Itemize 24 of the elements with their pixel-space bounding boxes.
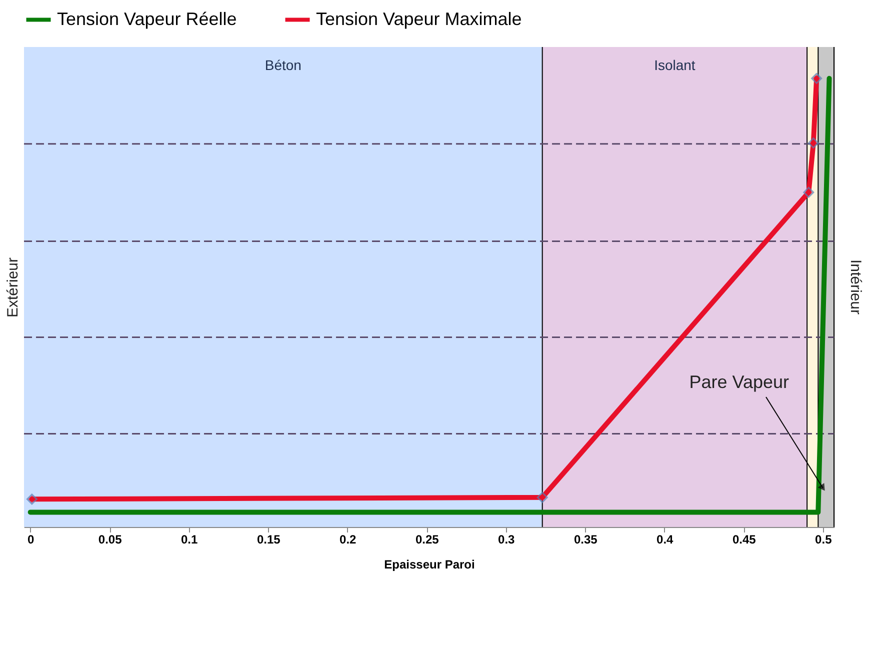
x-tick-label: 0.45 (732, 532, 756, 546)
y2-axis-title: Intérieur (847, 259, 864, 315)
point (811, 72, 822, 84)
x-tick-label: 0.5 (815, 532, 832, 546)
x-tick-label: 0.2 (340, 532, 357, 546)
x-tick-label: 0.4 (656, 532, 674, 546)
x-tick-label: 0.1 (181, 532, 198, 546)
x-tick-label: 0.25 (415, 532, 440, 546)
point (26, 494, 38, 505)
legend-label: Tension Vapeur Maximale (316, 8, 522, 29)
x-tick-label: 0.05 (98, 532, 122, 546)
point (808, 138, 819, 148)
point (803, 186, 814, 198)
legend-label: Tension Vapeur Réelle (57, 8, 237, 29)
x-axis-title: Epaisseur Paroi (384, 558, 475, 572)
x-tick-label: 0 (27, 532, 34, 546)
point (536, 492, 548, 503)
x-tick-label: 0.35 (574, 532, 598, 546)
band-label: Isolant (654, 57, 696, 73)
x-tick-label: 0.15 (256, 532, 281, 546)
annotation: Pare Vapeur (689, 372, 789, 392)
y-axis-title: Extérieur (4, 257, 22, 318)
band-label: Béton (264, 57, 302, 73)
x-tick-label: 0.3 (498, 532, 516, 546)
